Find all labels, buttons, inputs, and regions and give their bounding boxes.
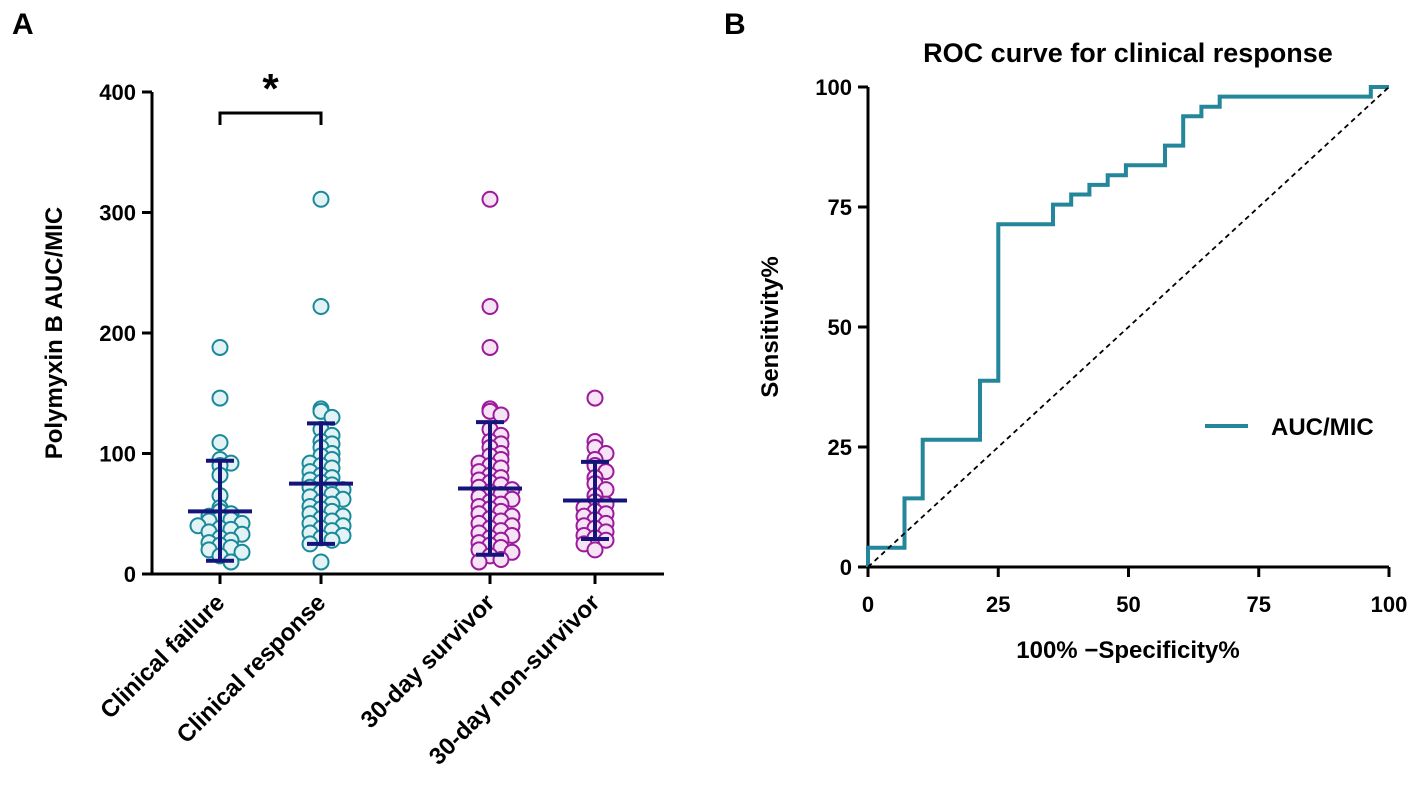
- data-point: [481, 297, 499, 315]
- panel-a-y-tick-label: 400: [99, 80, 136, 105]
- significance-star: *: [262, 65, 279, 112]
- panel-a-y-axis-title: Polymyxin B AUC/MIC: [41, 207, 68, 459]
- roc-x-tick-label: 25: [986, 592, 1010, 617]
- data-point: [211, 389, 229, 407]
- panel-a-y-tick-label: 0: [124, 562, 136, 587]
- roc-title: ROC curve for clinical response: [923, 38, 1333, 68]
- roc-y-tick-label: 50: [828, 315, 852, 340]
- panel-b-roc-plot: ROC curve for clinical response 100% −Sp…: [757, 38, 1407, 664]
- roc-x-tick-label: 0: [862, 592, 874, 617]
- category-label: 30-day non-survivor: [424, 589, 605, 770]
- panel-a-letter: A: [12, 8, 34, 41]
- roc-y-tick-label: 0: [840, 555, 852, 580]
- panel-a-y-tick-label: 300: [99, 201, 136, 226]
- roc-y-tick-label: 25: [828, 435, 852, 460]
- panel-b-letter: B: [724, 8, 746, 41]
- data-point: [233, 543, 251, 561]
- roc-y-tick-label: 75: [828, 195, 852, 220]
- significance-bracket: [218, 111, 323, 125]
- roc-curve: [866, 85, 1389, 567]
- panel-a-y-tick-label: 100: [99, 442, 136, 467]
- panel-a-y-tick-label: 200: [99, 321, 136, 346]
- data-point: [481, 190, 499, 208]
- panel-a-scatter-plot: Polymyxin B AUC/MIC 0100200300400Clinica…: [41, 65, 664, 770]
- data-point: [211, 434, 229, 452]
- roc-x-axis-title: 100% −Specificity%: [1016, 637, 1239, 664]
- data-point: [312, 553, 330, 571]
- data-point: [586, 389, 604, 407]
- roc-y-tick-label: 100: [815, 75, 852, 100]
- roc-x-tick-label: 75: [1247, 592, 1271, 617]
- data-point: [481, 338, 499, 356]
- legend-label: AUC/MIC: [1271, 414, 1374, 441]
- data-point: [312, 297, 330, 315]
- data-point: [211, 338, 229, 356]
- data-point: [586, 541, 604, 559]
- roc-x-tick-label: 50: [1116, 592, 1140, 617]
- roc-y-axis-title: Sensitivity%: [757, 256, 784, 397]
- roc-reference-diagonal: [867, 86, 1390, 568]
- roc-x-tick-label: 100: [1371, 592, 1408, 617]
- data-point: [312, 190, 330, 208]
